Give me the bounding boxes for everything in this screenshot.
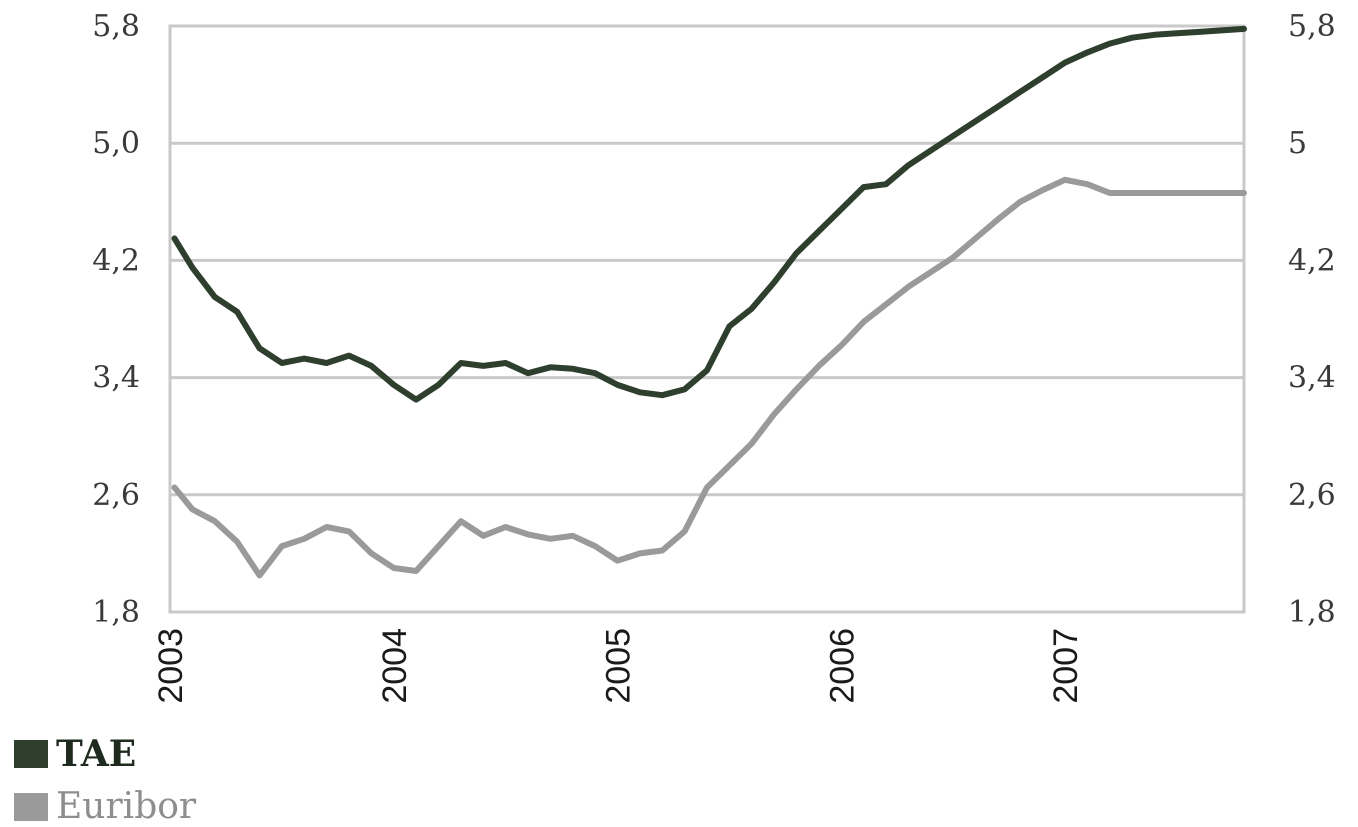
y-tick-label-left: 5,8 <box>92 9 140 44</box>
y-tick-label-left: 4,2 <box>92 243 140 278</box>
y-tick-label-left: 5,0 <box>92 126 140 161</box>
y-tick-label-right: 2,6 <box>1288 478 1336 513</box>
y-tick-label-left: 3,4 <box>92 361 140 396</box>
x-tick-label: 2006 <box>823 628 861 704</box>
legend-item-tae: TAE <box>14 733 136 775</box>
y-tick-label-right: 1,8 <box>1288 595 1336 630</box>
x-tick-label: 2004 <box>376 628 414 704</box>
legend-swatch-euribor <box>14 792 48 821</box>
gridlines <box>170 141 1244 497</box>
y-tick-label-right: 3,4 <box>1288 361 1336 396</box>
legend-label-euribor: Euribor <box>56 786 197 827</box>
legend-label-tae: TAE <box>56 733 137 775</box>
series-lines <box>171 25 1247 579</box>
x-axis: 2003 2004 2005 2006 2007 <box>152 628 1085 704</box>
y-axis-left: 1,8 2,6 3,4 4,2 5,0 5,8 <box>92 9 140 630</box>
x-tick-label: 2003 <box>152 628 190 704</box>
y-tick-label-left: 2,6 <box>92 478 140 513</box>
series-line-euribor <box>171 176 1247 579</box>
legend-item-euribor: Euribor <box>14 786 196 827</box>
y-tick-label-right: 4,2 <box>1288 243 1336 278</box>
y-tick-label-left: 1,8 <box>92 595 140 630</box>
x-tick-label: 2005 <box>600 628 638 704</box>
y-tick-label-right: 5,8 <box>1288 9 1336 44</box>
plot-frame <box>168 24 1246 614</box>
legend-swatch-tae <box>14 740 48 768</box>
y-tick-label-right: 5 <box>1288 126 1307 161</box>
x-tick-label: 2007 <box>1047 628 1085 704</box>
series-line-tae <box>171 25 1247 403</box>
y-axis-right: 1,8 2,6 3,4 4,2 5 5,8 <box>1288 9 1336 630</box>
